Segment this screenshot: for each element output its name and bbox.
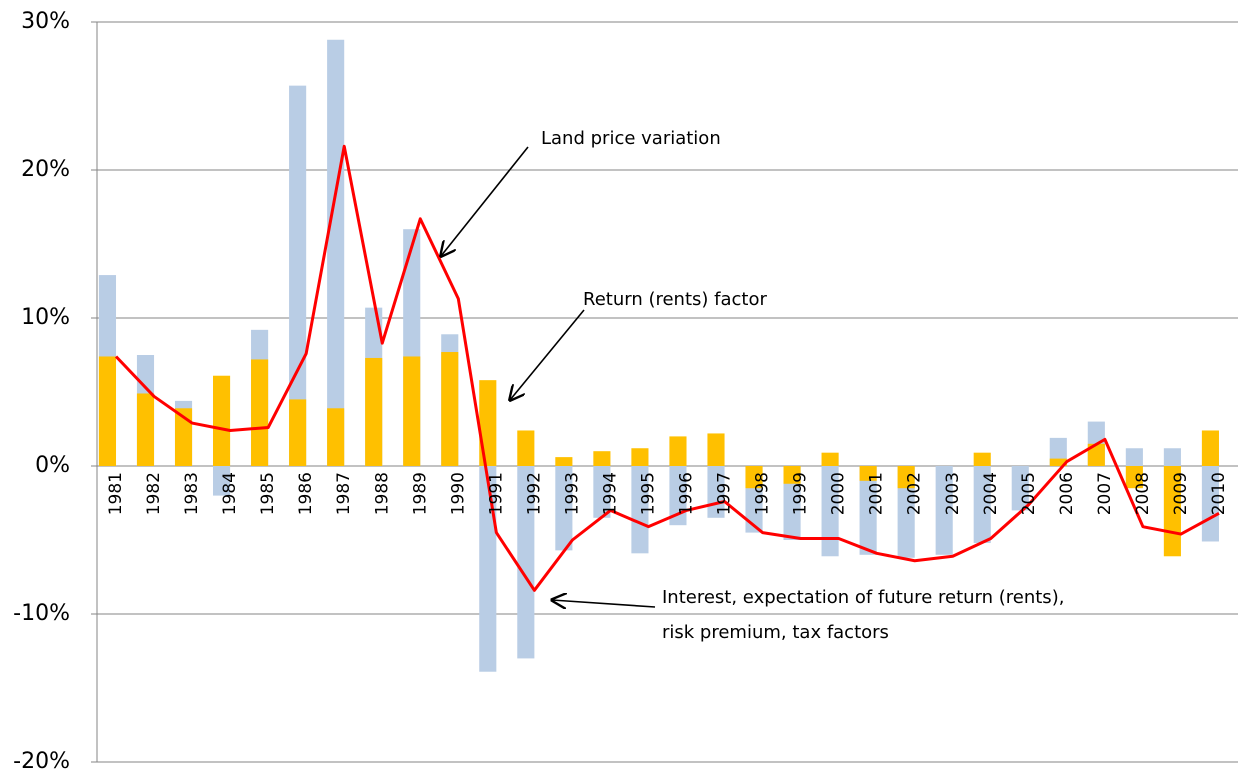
labels: -20% -10% 0% 10% 20% 30% 1981 1982 1983 1984 1985 1… (13, 9, 1229, 774)
annotation: Return (rents) factor (583, 289, 767, 310)
bar (1125, 466, 1143, 489)
x-tick-label: 1982 (144, 472, 164, 515)
bar (783, 466, 801, 484)
bar (935, 466, 953, 555)
bar (745, 466, 763, 489)
annotation: risk premium, tax factors (662, 622, 889, 643)
line (114, 144, 1220, 592)
bar (251, 359, 269, 466)
bar (289, 399, 307, 466)
x-tick-label: 1987 (334, 472, 354, 515)
arrow (552, 600, 656, 607)
x-tick-label: 2005 (1019, 472, 1039, 515)
y-tick-label: 10% (21, 305, 70, 330)
x-tick-label: 2002 (905, 472, 925, 515)
x-tick-label: 1985 (258, 472, 278, 515)
bar (479, 466, 497, 672)
bar (783, 466, 801, 540)
bar (669, 436, 687, 466)
bar (555, 466, 573, 551)
bar (517, 466, 535, 659)
x-tick-label: 1992 (524, 472, 544, 515)
x-tick-label: 1986 (296, 472, 316, 515)
bar (403, 356, 421, 466)
bar (631, 448, 649, 466)
bars (98, 39, 1219, 672)
bar (821, 466, 839, 557)
y-tick-label: 0% (35, 453, 70, 478)
x-tick-label: 2000 (829, 472, 849, 515)
x-tick-label: 1999 (791, 472, 811, 515)
bar (973, 452, 991, 466)
bar (289, 85, 307, 466)
arrow (441, 146, 529, 256)
bar (365, 357, 383, 466)
y-tick-label: 20% (21, 157, 70, 182)
x-tick-label: 1993 (562, 472, 582, 515)
bar (213, 466, 231, 496)
bar (441, 352, 459, 466)
lines (114, 144, 1220, 592)
x-tick-label: 1994 (600, 472, 620, 515)
x-tick-label: 2008 (1133, 472, 1153, 515)
bar (1201, 430, 1219, 466)
x-tick-label: 1997 (715, 472, 735, 515)
bar (479, 380, 497, 466)
y-tick-label: -10% (13, 601, 70, 626)
annotation: Land price variation (541, 128, 721, 149)
x-tick-label: 2009 (1171, 472, 1191, 515)
bar (1087, 443, 1105, 466)
bar (669, 466, 687, 526)
bar (98, 356, 117, 466)
bar (327, 408, 345, 466)
y-tick-label: -20% (13, 749, 70, 774)
x-tick-label: 1983 (182, 472, 202, 515)
x-tick-label: 1990 (448, 472, 468, 515)
bar (859, 466, 877, 481)
grid (91, 21, 1238, 763)
arrow (510, 309, 585, 400)
x-tick-label: 2007 (1095, 472, 1115, 515)
x-tick-label: 2001 (867, 472, 887, 515)
bar (593, 451, 611, 466)
bar (897, 466, 915, 558)
annotation: Interest, expectation of future return (… (662, 587, 1064, 608)
bar (555, 457, 573, 466)
x-tick-label: 1991 (486, 472, 506, 515)
x-tick-label: 1996 (677, 472, 697, 515)
bar (1163, 448, 1181, 466)
x-tick-label: 1988 (372, 472, 392, 515)
x-tick-label: 2004 (981, 472, 1001, 515)
bar (593, 466, 611, 518)
x-tick-label: 1995 (638, 472, 658, 515)
bar (707, 433, 725, 466)
x-tick-label: 2003 (943, 472, 963, 515)
bar (327, 39, 345, 466)
x-tick-label: 1998 (753, 472, 773, 515)
bar (1049, 458, 1067, 466)
bar (174, 408, 193, 466)
bar (1201, 466, 1219, 542)
bar (136, 393, 155, 466)
bar (1125, 448, 1143, 466)
bar (897, 466, 915, 489)
x-tick-label: 2010 (1209, 472, 1229, 515)
x-tick-label: 1989 (410, 472, 430, 515)
y-tick-label: 30% (21, 9, 70, 34)
x-tick-label: 1984 (220, 472, 240, 515)
x-tick-label: 2006 (1057, 472, 1077, 515)
bar (1011, 466, 1029, 511)
x-tick-label: 1981 (106, 472, 126, 515)
bar (213, 375, 231, 466)
bar (631, 466, 649, 554)
bar (859, 466, 877, 555)
bar (517, 430, 535, 466)
bar (973, 466, 991, 543)
bar (821, 452, 839, 466)
